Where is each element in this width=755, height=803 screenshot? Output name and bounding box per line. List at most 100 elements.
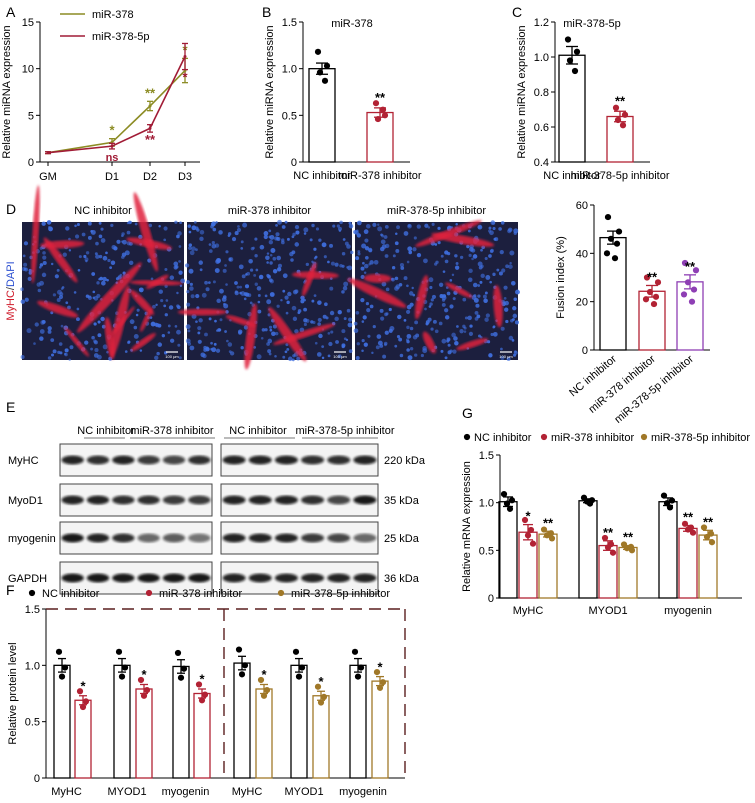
nucleus: [83, 254, 87, 259]
nucleus: [268, 240, 274, 245]
nucleus: [315, 227, 320, 231]
panel-g-y-tick-label: 0.5: [479, 545, 494, 557]
nucleus: [454, 340, 459, 346]
nucleus: [176, 291, 179, 295]
nucleus: [454, 254, 458, 258]
panel-f-data-point: [140, 692, 148, 699]
panel-g-data-point: [684, 526, 692, 533]
nucleus: [311, 223, 315, 228]
nucleus: [282, 273, 288, 279]
nucleus: [500, 355, 505, 360]
nucleus: [324, 302, 328, 307]
nucleus: [284, 220, 288, 224]
nucleus: [188, 268, 194, 274]
panel-f-data-point: [295, 673, 303, 680]
nucleus: [379, 308, 384, 313]
nucleus: [185, 338, 191, 344]
nucleus: [42, 251, 46, 255]
stain-label-part: /: [5, 286, 17, 290]
nucleus: [94, 348, 99, 353]
panel-f-data-point: [58, 673, 66, 680]
nucleus: [394, 344, 398, 348]
panel-f-bar: [349, 664, 367, 779]
nucleus: [424, 307, 427, 311]
nucleus: [431, 294, 437, 299]
nucleus: [484, 291, 488, 295]
nucleus: [210, 347, 213, 351]
panel-d-data-point: [680, 291, 688, 298]
panel-f-data-point: [115, 648, 123, 655]
nucleus: [212, 227, 217, 232]
panel-f-legend-label: miR-378 inhibitor: [159, 588, 242, 600]
panel-g-bar-chart: 0 0.5 1.0 1.5 Relative mRNA expression NC inh…: [461, 432, 750, 617]
nucleus: [266, 342, 270, 346]
nucleus: [416, 252, 422, 258]
panel-f-data-point: [76, 688, 84, 695]
nucleus: [466, 244, 470, 249]
nucleus: [188, 230, 192, 234]
panel-label-f: F: [6, 582, 15, 598]
nucleus: [191, 246, 196, 251]
nucleus: [91, 335, 95, 340]
panel-f-data-point: [61, 664, 69, 671]
panel-c-title: miR-378-5p: [563, 18, 620, 30]
nucleus: [380, 246, 385, 252]
nucleus: [27, 276, 32, 281]
nucleus: [327, 332, 331, 335]
nucleus: [215, 221, 218, 224]
nucleus: [355, 256, 360, 261]
nucleus: [512, 306, 517, 311]
nucleus: [219, 288, 224, 294]
nucleus: [33, 342, 36, 345]
nucleus: [238, 264, 244, 270]
nucleus: [492, 325, 496, 328]
nucleus: [286, 300, 290, 305]
nucleus: [236, 227, 242, 233]
nucleus: [100, 227, 104, 231]
nucleus: [287, 356, 293, 362]
nucleus: [303, 318, 308, 323]
nucleus: [474, 310, 479, 315]
nucleus: [281, 238, 285, 242]
nucleus: [280, 298, 283, 302]
nucleus: [318, 238, 322, 242]
nucleus: [271, 331, 276, 337]
blot-band: [301, 533, 325, 543]
nucleus: [92, 290, 96, 294]
panel-f-bar-chart: 0 0.5 1.0 1.5 Relative protein level NC inhib…: [7, 588, 406, 798]
nucleus: [87, 235, 92, 240]
nucleus: [41, 221, 46, 226]
nucleus: [500, 221, 505, 225]
nucleus: [81, 232, 86, 237]
nucleus: [219, 318, 223, 322]
nucleus: [451, 273, 455, 277]
nucleus: [317, 300, 322, 305]
nucleus: [467, 315, 472, 321]
panel-a-y-tick-label: 0: [28, 157, 34, 169]
nucleus: [106, 350, 109, 354]
nucleus: [511, 318, 515, 321]
nucleus: [463, 330, 467, 333]
nucleus: [234, 281, 238, 285]
panel-f-data-point: [357, 664, 365, 671]
panel-g-data-point: [601, 534, 609, 542]
panel-c-data-point: [621, 111, 629, 118]
panel-d-y-tick-label: 40: [576, 248, 588, 260]
nucleus: [180, 278, 186, 284]
panel-g-data-point: [660, 492, 668, 499]
panel-f-data-point: [317, 699, 325, 706]
nucleus: [23, 267, 27, 271]
nucleus: [415, 333, 420, 338]
nucleus: [513, 350, 518, 355]
panel-g-bar: [578, 500, 598, 599]
panel-d-x-tick-label: miR-378 inhibitor: [587, 353, 659, 416]
panel-f-data-point: [241, 662, 249, 669]
blot-band: [274, 573, 298, 583]
nucleus: [91, 272, 96, 276]
nucleus: [274, 354, 277, 358]
nucleus: [240, 240, 244, 244]
nucleus: [223, 302, 226, 306]
blot-band: [222, 455, 246, 465]
panel-b-y-tick-label: 0.5: [282, 110, 297, 122]
nucleus: [189, 286, 194, 291]
